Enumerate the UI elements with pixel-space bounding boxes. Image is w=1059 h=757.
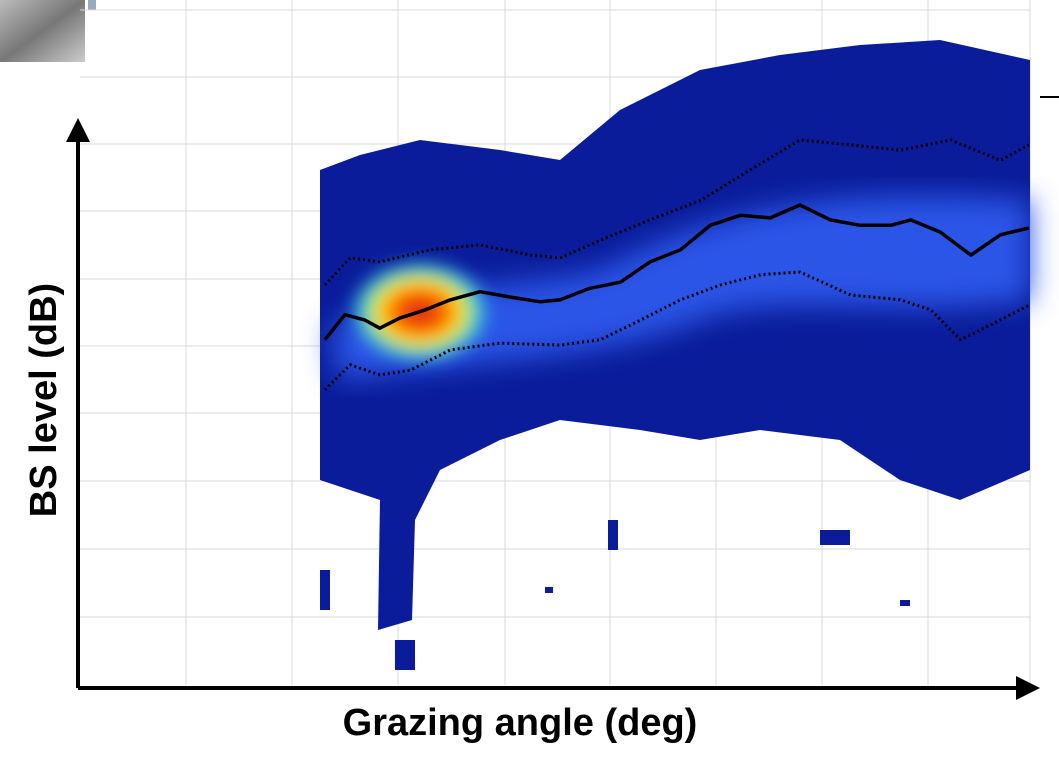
window-edge: [88, 0, 96, 10]
x-axis-title: Grazing angle (deg): [343, 702, 698, 744]
thumbnail: [0, 0, 85, 62]
density-map: [320, 40, 1030, 670]
median-line: [323, 203, 1030, 341]
y-axis-title: BS level (dB): [23, 283, 65, 517]
axes: [66, 96, 1059, 700]
series-layer: [323, 138, 1030, 391]
percentile-line: [323, 138, 1030, 286]
